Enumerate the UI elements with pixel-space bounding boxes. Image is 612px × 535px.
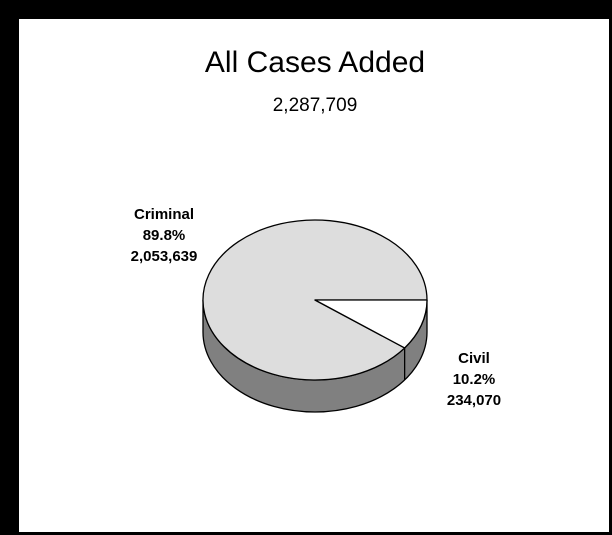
slice-percent-civil: 10.2% [453,371,496,388]
pie-slice-civil [314,299,428,349]
chart-title: All Cases Added [205,46,425,79]
pie-group [202,219,428,413]
slice-name-civil: Civil [458,350,490,367]
chart-subtitle: 2,287,709 [273,95,358,116]
slice-label-criminal: Criminal 89.8% 2,053,639 [131,206,198,265]
slice-value-criminal: 2,053,639 [131,248,198,265]
slice-percent-criminal: 89.8% [143,227,186,244]
slice-label-civil: Civil 10.2% 234,070 [447,350,501,409]
slice-value-civil: 234,070 [447,392,501,409]
slice-name-criminal: Criminal [134,206,194,223]
